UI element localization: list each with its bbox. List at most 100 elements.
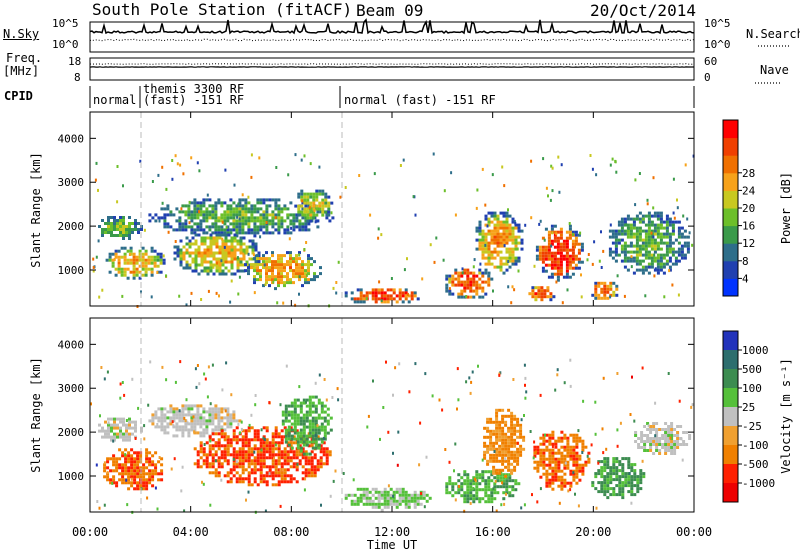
heatmap-cell (271, 471, 275, 475)
nsky-tick-high: 10^5 (52, 17, 79, 30)
heatmap-cell (507, 435, 511, 439)
heatmap-cell (289, 219, 293, 223)
heatmap-cell (106, 471, 109, 475)
heatmap-cell (235, 222, 239, 226)
heatmap-cell (443, 189, 446, 193)
heatmap-cell (451, 292, 455, 296)
heatmap-cell (92, 257, 95, 261)
heatmap-cell (247, 480, 251, 484)
heatmap-cell (571, 266, 575, 270)
heatmap-cell (472, 482, 476, 486)
heatmap-cell (277, 272, 280, 276)
heatmap-cell (193, 228, 197, 232)
heatmap-cell (151, 484, 155, 488)
heatmap-cell (600, 487, 604, 491)
heatmap-cell (331, 216, 335, 220)
heatmap-cell (454, 271, 458, 275)
heatmap-cell (229, 231, 233, 235)
heatmap-cell (178, 425, 182, 429)
heatmap-cell (510, 441, 514, 445)
heatmap-cell (542, 442, 546, 446)
heatmap-cell (674, 256, 678, 260)
heatmap-cell (311, 431, 315, 435)
heatmap-cell (533, 448, 537, 452)
heatmap-cell (296, 446, 300, 450)
heatmap-cell (557, 466, 561, 470)
heatmap-cell (325, 456, 329, 460)
heatmap-cell (322, 450, 326, 454)
heatmap-cell (634, 440, 638, 443)
heatmap-cell (265, 281, 268, 285)
heatmap-cell (211, 210, 215, 214)
heatmap-cell (424, 372, 427, 376)
heatmap-cell (265, 198, 269, 202)
heatmap-cell (236, 215, 239, 219)
heatmap-cell (650, 259, 654, 263)
heatmap-cell (128, 420, 131, 424)
heatmap-cell (344, 294, 348, 298)
heatmap-cell (134, 437, 137, 440)
heatmap-cell (115, 481, 119, 485)
heatmap-cell (179, 254, 183, 258)
heatmap-cell (398, 499, 402, 503)
heatmap-cell (623, 259, 627, 263)
heatmap-cell (471, 370, 474, 374)
heatmap-cell (290, 416, 294, 420)
heatmap-cell (487, 253, 491, 257)
heatmap-cell (516, 447, 520, 451)
heatmap-cell (544, 251, 548, 255)
heatmap-cell (223, 228, 227, 232)
heatmap-cell (572, 475, 576, 479)
heatmap-cell (121, 481, 125, 485)
heatmap-cell (478, 286, 482, 290)
heatmap-cell (683, 241, 687, 245)
heatmap-cell (502, 229, 506, 233)
heatmap-cell (307, 278, 310, 282)
heatmap-cell (305, 416, 309, 420)
heatmap-cell (395, 502, 399, 506)
heatmap-cell (185, 260, 189, 264)
heatmap-cell (539, 451, 543, 455)
heatmap-cell (460, 494, 464, 498)
heatmap-cell (157, 460, 161, 464)
heatmap-cell (160, 422, 164, 426)
heatmap-cell (639, 475, 643, 479)
heatmap-cell (218, 266, 222, 270)
heatmap-cell (635, 232, 639, 236)
heatmap-cell (630, 469, 634, 473)
heatmap-cell (643, 443, 647, 446)
heatmap-cell (256, 456, 260, 460)
heatmap-cell (185, 398, 188, 402)
heatmap-cell (310, 465, 314, 469)
heatmap-cell (451, 283, 455, 287)
heatmap-cell (307, 272, 310, 276)
heatmap-cell (250, 175, 253, 179)
heatmap-cell (110, 216, 113, 219)
heatmap-cell (492, 453, 496, 457)
heatmap-cell (136, 466, 140, 470)
heatmap-cell (484, 268, 488, 272)
heatmap-cell (295, 480, 299, 484)
heatmap-cell (240, 427, 243, 431)
heatmap-cell (247, 195, 250, 199)
heatmap-cell (641, 459, 644, 463)
heatmap-cell (545, 484, 549, 488)
heatmap-cell (548, 478, 552, 482)
heatmap-cell (615, 293, 619, 297)
heatmap-cell (374, 487, 378, 491)
heatmap-cell (310, 444, 314, 448)
heatmap-cell (151, 413, 155, 417)
heatmap-cell (208, 462, 212, 466)
heatmap-cell (104, 231, 107, 234)
heatmap-cell (148, 451, 152, 455)
heatmap-cell (569, 472, 573, 476)
heatmap-cell (296, 422, 300, 426)
heatmap-cell (235, 426, 239, 430)
heatmap-cell (545, 457, 549, 461)
heatmap-cell (285, 437, 288, 441)
heatmap-cell (295, 257, 298, 261)
heatmap-cell (133, 475, 137, 479)
heatmap-cell (425, 499, 429, 503)
heatmap-cell (262, 263, 265, 267)
heatmap-cell (425, 493, 429, 497)
